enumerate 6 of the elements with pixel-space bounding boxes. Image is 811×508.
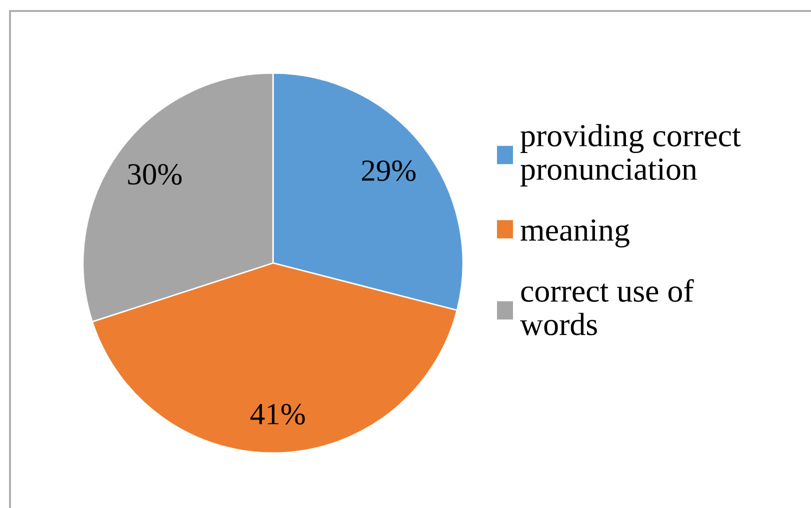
data-label: 41% [250, 404, 305, 425]
legend-label: correct use of words [520, 279, 694, 336]
data-label: 30% [128, 164, 182, 185]
legend-label: meaning [520, 219, 630, 248]
legend-label: providing correct pronunciation [520, 124, 741, 186]
data-label: 29% [362, 160, 416, 182]
